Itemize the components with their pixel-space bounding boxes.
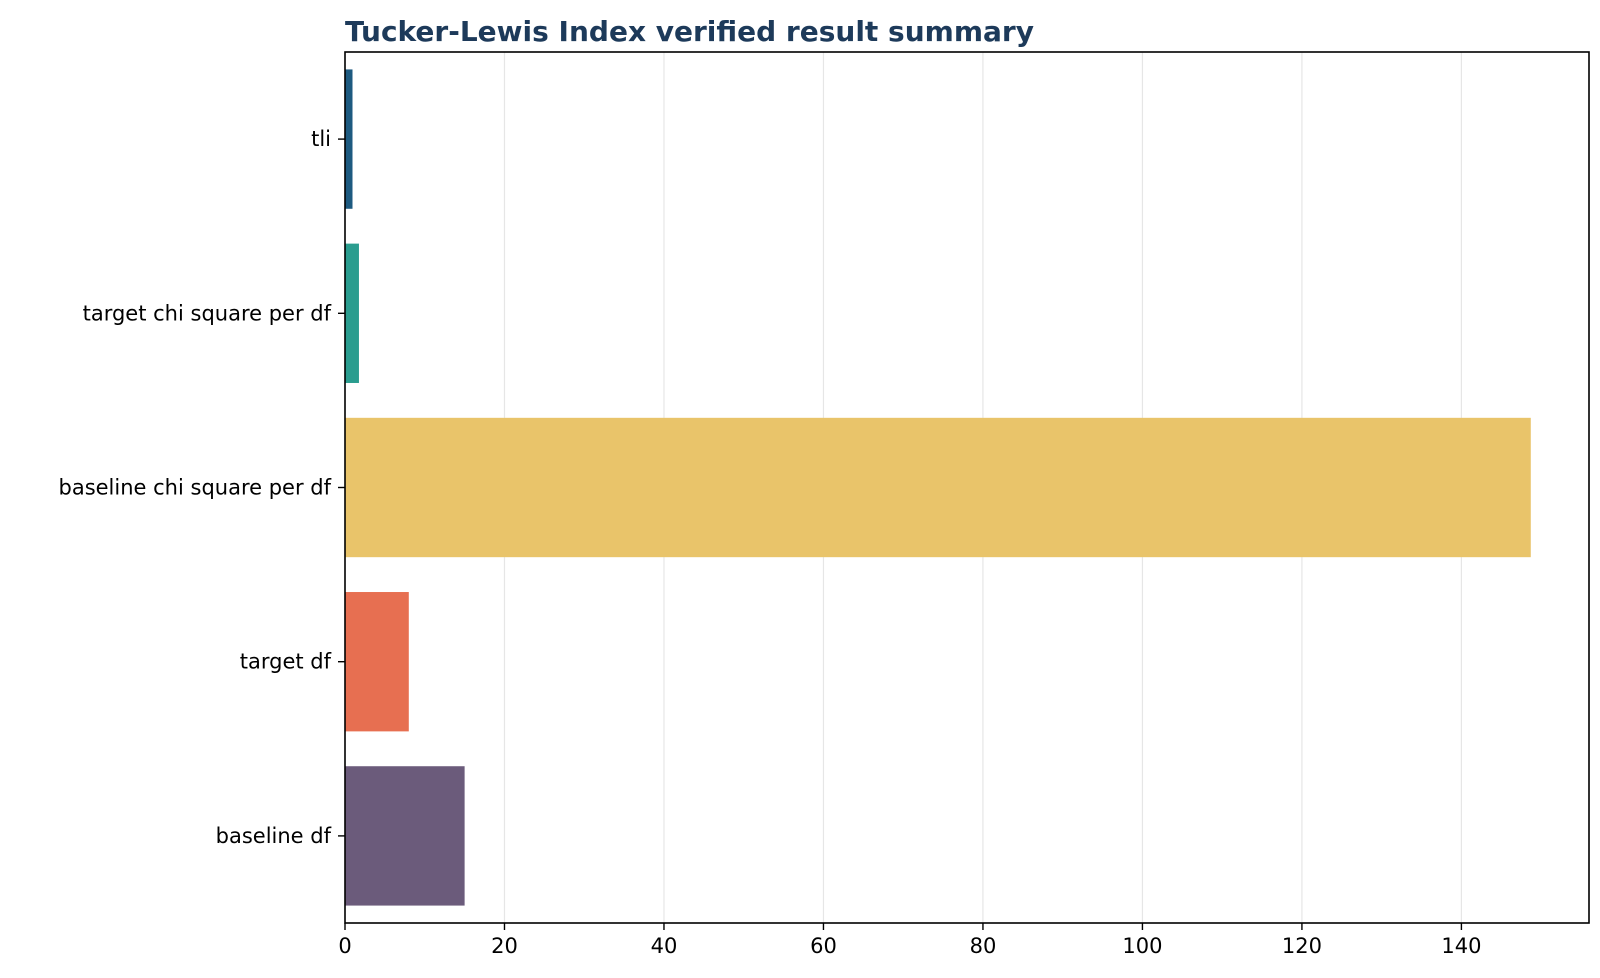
bar [345,766,465,906]
bar [345,69,353,209]
y-axis: tli target chi square per df baseline chi … [59,127,345,848]
x-tick-label: 120 [1282,934,1322,958]
x-tick-label: 40 [651,934,678,958]
x-tick-label: 60 [810,934,837,958]
bar [345,592,409,732]
y-tick-label: baseline chi square per df [59,476,332,500]
bar [345,243,359,383]
x-tick-label: 100 [1122,934,1162,958]
bar-layer [345,69,1531,906]
y-tick-label: tli [311,127,331,151]
y-tick-label: target chi square per df [83,301,332,325]
chart-title: Tucker-Lewis Index verified result summa… [345,15,1034,48]
x-tick-label: 20 [491,934,518,958]
x-tick-label: 80 [970,934,997,958]
x-axis: 0 20 40 60 80 100 120 140 [338,923,1481,958]
y-tick-label: baseline df [216,824,332,848]
x-tick-label: 0 [338,934,351,958]
bar [345,417,1531,558]
x-tick-label: 140 [1441,934,1481,958]
y-tick-label: target df [240,650,332,674]
